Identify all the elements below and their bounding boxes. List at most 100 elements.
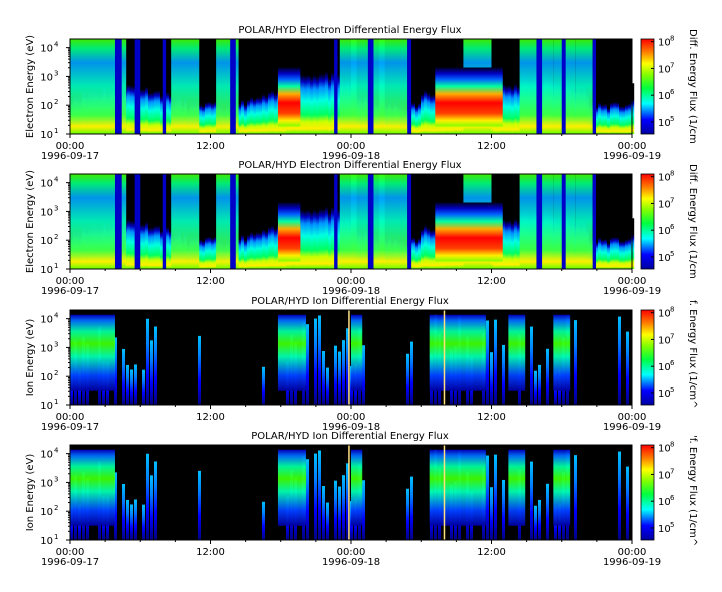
flux-column — [626, 466, 629, 540]
flux-column — [517, 64, 521, 134]
svg-text:10: 10 — [658, 444, 671, 455]
y-tick-label: 10 3 — [40, 475, 58, 489]
x-date-label: 1996-09-19 — [603, 286, 661, 297]
flux-burst — [553, 449, 571, 526]
flux-burst — [575, 174, 593, 269]
colorbar-tick-label: 10 7 — [658, 332, 674, 346]
flux-column — [214, 221, 218, 269]
svg-text:10: 10 — [40, 179, 53, 190]
colorbar-gradient — [640, 173, 655, 270]
flux-column — [244, 91, 248, 134]
flux-column — [316, 48, 320, 134]
flux-column — [538, 499, 541, 540]
flux-gap — [114, 39, 122, 134]
flux-column — [122, 348, 125, 405]
flux-column — [534, 505, 537, 540]
flux-column — [412, 222, 416, 269]
flux-column — [145, 199, 149, 269]
x-date-label: 1996-09-19 — [603, 557, 661, 568]
flux-column — [130, 369, 133, 405]
flux-column — [511, 65, 515, 134]
flux-gap — [536, 174, 543, 269]
panel-title: POLAR/HYD Ion Differential Energy Flux — [251, 296, 449, 307]
x-tick-label: 12:00 — [477, 547, 506, 558]
flux-column — [328, 50, 332, 134]
flux-gap — [592, 174, 597, 269]
flux-gap — [162, 174, 167, 269]
flux-column — [424, 69, 428, 134]
flux-column — [142, 203, 146, 269]
svg-text:7: 7 — [670, 61, 674, 69]
flux-column — [214, 86, 218, 134]
svg-text:2: 2 — [54, 233, 58, 241]
flux-column — [139, 203, 143, 269]
flux-gap — [162, 39, 167, 134]
flux-column — [494, 454, 497, 540]
flux-column — [616, 222, 620, 269]
svg-text:1: 1 — [54, 398, 58, 406]
flux-burst — [508, 449, 526, 526]
flux-column — [486, 320, 489, 405]
colorbar-tick-label: 10 8 — [658, 170, 674, 184]
flux-burst — [351, 449, 363, 526]
flux-column — [427, 208, 431, 269]
flux-column — [410, 341, 413, 405]
flux-column — [274, 209, 278, 269]
flux-hotspot — [435, 202, 503, 262]
flux-column — [301, 181, 305, 269]
svg-text:4: 4 — [54, 176, 59, 184]
flux-column — [198, 470, 201, 540]
flux-column — [418, 223, 422, 269]
flux-column — [142, 504, 145, 540]
svg-text:10: 10 — [658, 389, 671, 400]
colorbar-tick-label: 10 8 — [658, 306, 674, 320]
x-tick-label: 12:00 — [196, 412, 225, 423]
svg-text:2: 2 — [54, 369, 58, 377]
x-date-label: 1996-09-17 — [41, 286, 99, 297]
flux-column — [205, 222, 209, 269]
svg-text:10: 10 — [40, 536, 53, 547]
flux-column — [198, 335, 201, 405]
flux-column — [325, 177, 329, 269]
flux-column — [415, 93, 419, 134]
svg-text:10: 10 — [40, 478, 53, 489]
flux-column — [241, 83, 245, 134]
svg-text:6: 6 — [670, 223, 675, 231]
x-tick-label: 12:00 — [196, 141, 225, 152]
flux-column — [199, 225, 203, 269]
colorbar-tick-label: 10 5 — [658, 250, 674, 264]
svg-text:10: 10 — [658, 470, 671, 481]
flux-column — [514, 60, 518, 134]
x-date-label: 1996-09-18 — [322, 422, 380, 433]
flux-column — [301, 46, 305, 134]
flux-column — [211, 223, 215, 269]
colorbar-label: Diff. Energy Flux (1/cm — [687, 164, 698, 279]
flux-column — [313, 46, 317, 135]
y-tick-label: 10 1 — [40, 262, 58, 276]
y-tick-label: 10 2 — [40, 504, 58, 518]
flux-hotspot — [435, 67, 503, 127]
svg-text:1: 1 — [54, 262, 58, 270]
flux-column — [133, 63, 137, 135]
flux-burst — [70, 314, 115, 391]
flux-column — [604, 89, 608, 134]
flux-column — [208, 221, 212, 269]
flux-gap — [536, 39, 543, 134]
svg-text:10: 10 — [658, 524, 671, 535]
x-tick-label: 00:00 — [56, 412, 85, 423]
flux-column — [502, 344, 505, 405]
flux-column — [322, 351, 325, 405]
colorbar-tick-label: 10 6 — [658, 359, 675, 373]
x-tick-label: 00:00 — [618, 276, 647, 287]
flux-column — [127, 195, 131, 269]
flux-column — [328, 185, 332, 269]
svg-text:6: 6 — [670, 494, 675, 502]
flux-column — [160, 212, 164, 269]
flux-gap — [114, 174, 122, 269]
flux-column — [241, 218, 245, 269]
